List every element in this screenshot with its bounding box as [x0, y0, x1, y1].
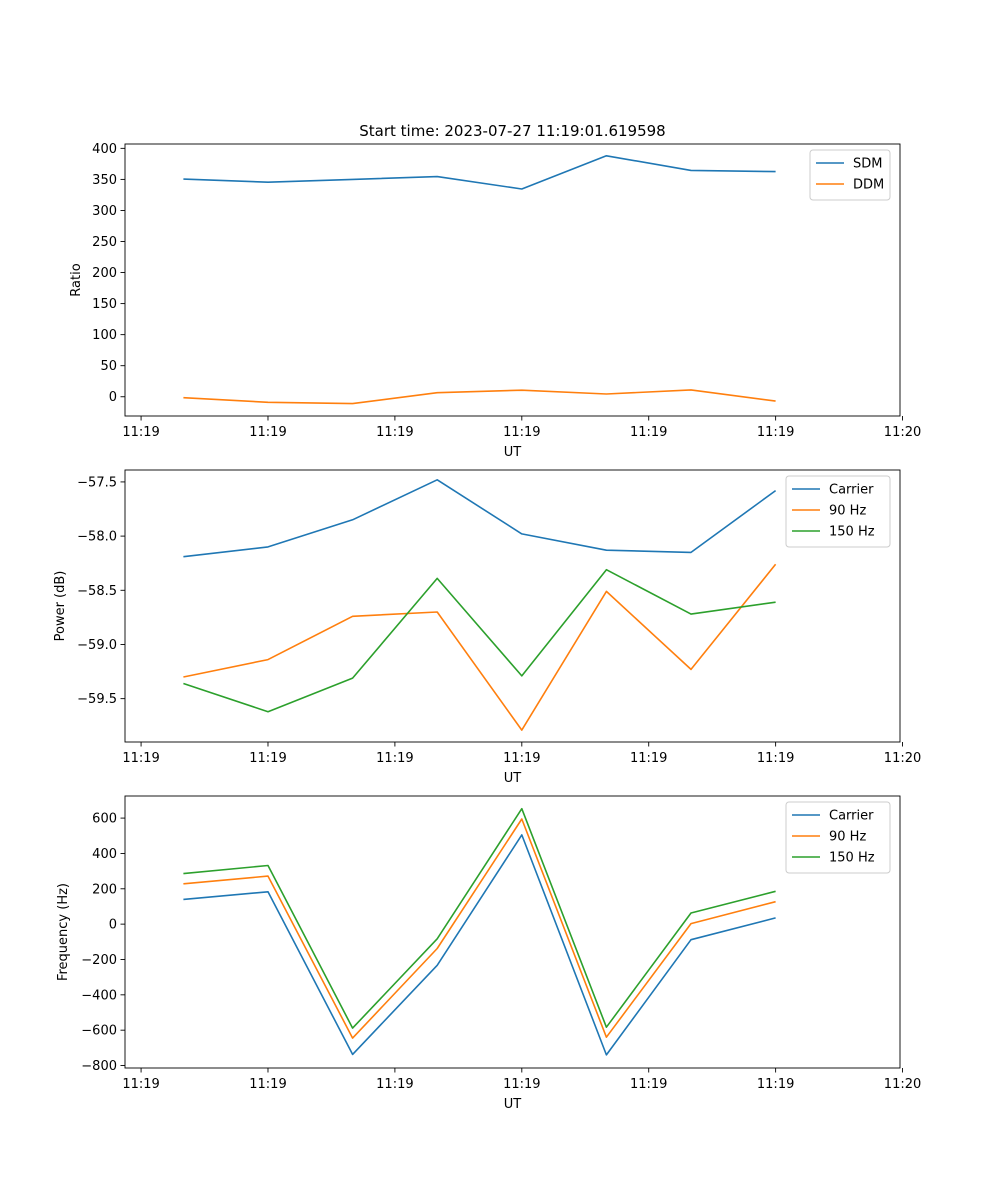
panel-1-y-tick-label: 300 — [92, 204, 117, 219]
panel-2-chart: 11:19 11:19 11:19 11:19 11:19 11:19 11:20 −59.5… — [53, 469, 921, 786]
panel-1-x-tick-label: 11:19 — [503, 425, 540, 440]
panel-1-y-tick-label: 150 — [92, 297, 117, 312]
panel-2-x-tick-label: 11:19 — [249, 751, 286, 766]
panel-2-y-tick-label: −58.0 — [77, 530, 117, 545]
panel-1-x-axis-label: UT — [504, 445, 522, 460]
panel-3-legend-label-1: Carrier — [829, 809, 874, 824]
panel-2-legend-box — [785, 475, 891, 548]
panel-2-legend-label-1: Carrier — [829, 483, 874, 498]
panel-2-series-1-line — [183, 478, 777, 558]
panel-1-series-1-line — [183, 155, 776, 190]
panel-2-y-axis-label: Power (dB) — [53, 571, 68, 642]
panel-2-y-tick-label: −59.0 — [77, 638, 117, 653]
panel-1-x-tick-label: 11:19 — [630, 425, 667, 440]
panel-3-series-2-line — [183, 818, 776, 1039]
panel-2-series-2-line — [183, 563, 777, 731]
panel-2-series-3-line — [183, 568, 776, 713]
panel-3-x-tick-label: 11:19 — [630, 1077, 667, 1092]
panel-1-y-tick-label: 200 — [92, 266, 117, 281]
panel-1-x-tick-label: 11:19 — [376, 425, 413, 440]
panel-2-x-axis-label: UT — [504, 771, 522, 786]
panel-3-x-tick-label: 11:19 — [249, 1077, 286, 1092]
panel-3-x-tick-label: 11:19 — [122, 1077, 159, 1092]
panel-1-y-tick-label: 350 — [92, 173, 117, 188]
panel-2-y-tick-label: −59.5 — [77, 692, 117, 707]
panel-2-x-tick-label: 11:19 — [122, 751, 159, 766]
panel-3-series-3-line — [183, 807, 776, 1029]
panel-1-x-tick-label: 11:19 — [757, 425, 794, 440]
panel-1-axes-frame — [124, 143, 901, 417]
panel-3-series-1-line — [183, 834, 776, 1056]
panel-3-y-tick-label: −200 — [81, 953, 117, 968]
panel-3-axes-frame — [124, 795, 901, 1069]
panel-2-y-tick-label: −57.5 — [77, 475, 117, 490]
panel-1-y-tick-label: 250 — [92, 235, 117, 250]
panel-2-axes-frame — [124, 469, 901, 743]
figure-title: Start time: 2023-07-27 11:19:01.619598 — [359, 122, 665, 140]
panel-3-y-tick-label: −600 — [81, 1024, 117, 1039]
panel-1-chart: 11:19 11:19 11:19 11:19 11:19 11:19 11:20 0 50 10… — [69, 142, 921, 460]
panel-3-y-tick-label: 200 — [92, 882, 117, 897]
panel-3-chart: 11:19 11:19 11:19 11:19 11:19 11:19 11:20 −800 −… — [56, 795, 921, 1112]
panel-3-y-axis-label: Frequency (Hz) — [56, 883, 71, 981]
panel-1-y-axis-label: Ratio — [69, 263, 84, 296]
panel-2-y-tick-label: −58.5 — [77, 584, 117, 599]
panel-3-x-axis-label: UT — [504, 1097, 522, 1112]
panel-3-x-tick-label: 11:19 — [757, 1077, 794, 1092]
panel-3-legend-label-3: 150 Hz — [829, 851, 875, 866]
panel-1-x-tick-label: 11:19 — [122, 425, 159, 440]
panel-1-x-tick-label: 11:19 — [249, 425, 286, 440]
panel-2-x-tick-label: 11:19 — [757, 751, 794, 766]
panel-2-x-tick-label: 11:19 — [630, 751, 667, 766]
panel-3-y-tick-label: 0 — [109, 918, 117, 933]
panel-3-y-tick-label: −400 — [81, 988, 117, 1003]
panel-3-y-tick-label: 600 — [92, 812, 117, 827]
panel-1-y-tick-label: 100 — [92, 328, 117, 343]
panel-1-x-tick-label: 11:20 — [884, 425, 921, 440]
panel-2-x-tick-label: 11:19 — [376, 751, 413, 766]
panel-3-y-tick-label: 400 — [92, 847, 117, 862]
panel-3-x-tick-label: 11:19 — [503, 1077, 540, 1092]
panel-3-x-tick-label: 11:19 — [376, 1077, 413, 1092]
panel-3-y-tick-label: −800 — [81, 1059, 117, 1074]
panel-2-x-tick-label: 11:20 — [884, 751, 921, 766]
panel-1-series-2-line — [183, 389, 776, 405]
panel-1-y-tick-label: 400 — [92, 142, 117, 157]
panel-2-legend-label-3: 150 Hz — [829, 525, 875, 540]
panel-1-legend-label-2: DDM — [853, 178, 884, 193]
panel-1-y-tick-label: 0 — [109, 390, 117, 405]
panel-3-legend-box — [785, 801, 891, 874]
panel-1-legend-label-1: SDM — [853, 157, 882, 172]
panel-3-x-tick-label: 11:20 — [884, 1077, 921, 1092]
panel-2-legend-label-2: 90 Hz — [829, 504, 866, 519]
panel-1-y-tick-label: 50 — [100, 359, 117, 374]
panel-3-legend-label-2: 90 Hz — [829, 830, 866, 845]
panel-2-x-tick-label: 11:19 — [503, 751, 540, 766]
